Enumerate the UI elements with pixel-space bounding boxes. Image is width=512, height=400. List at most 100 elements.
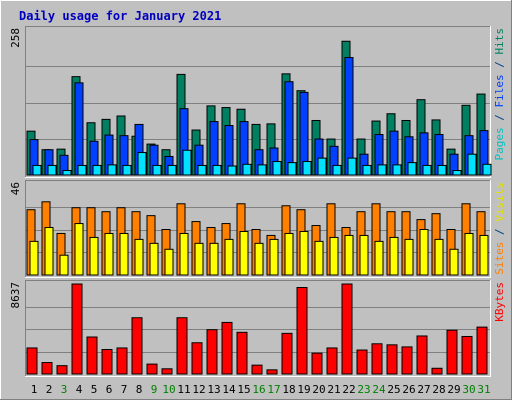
bar-kbytes-day-19	[296, 287, 308, 375]
bar-kbytes-day-5	[86, 336, 98, 375]
x-tick-label: 11	[177, 383, 190, 396]
bar-visits-day-20	[314, 240, 324, 276]
legend-entry: Files	[493, 74, 506, 107]
bar-kbytes-day-9	[146, 363, 158, 375]
bar-visits-day-5	[89, 236, 99, 276]
legend-entry: Visits	[493, 182, 506, 222]
bar-kbytes-day-15	[236, 331, 248, 375]
bar-kbytes-day-13	[206, 329, 218, 375]
x-tick-label: 29	[447, 383, 460, 396]
bar-pages-day-20	[317, 157, 327, 176]
legend: Sites / Visits	[493, 182, 506, 275]
x-tick-label: 3	[61, 383, 68, 396]
series-visits	[29, 223, 489, 276]
legend-entry: KBytes	[493, 282, 506, 322]
bar-pages-day-13	[212, 164, 222, 176]
bar-pages-day-2	[47, 164, 57, 176]
chart-panel-2: 46 Sites / Visits	[9, 180, 506, 278]
x-tick-label: 28	[432, 383, 445, 396]
bar-pages-day-18	[287, 162, 297, 176]
bar-visits-day-13	[209, 242, 219, 276]
bar-kbytes-day-27	[416, 335, 428, 375]
bar-visits-day-28	[434, 238, 444, 276]
x-tick-label: 1	[31, 383, 38, 396]
bar-kbytes-day-28	[431, 367, 443, 375]
x-tick-label: 31	[477, 383, 490, 396]
x-tick-label: 22	[342, 383, 355, 396]
bar-visits-day-21	[329, 236, 339, 276]
x-tick-label: 21	[327, 383, 340, 396]
bar-visits-day-3	[59, 254, 69, 276]
bar-kbytes-day-25	[386, 344, 398, 375]
bar-pages-day-15	[242, 163, 252, 176]
x-tick-label: 6	[106, 383, 113, 396]
bar-kbytes-day-26	[401, 346, 413, 375]
bar-kbytes-day-21	[326, 347, 338, 375]
legend-entry: /	[493, 55, 506, 75]
bar-pages-day-11	[182, 149, 192, 176]
bar-kbytes-day-18	[281, 332, 293, 375]
bar-visits-day-29	[449, 248, 459, 276]
x-tick-label: 26	[402, 383, 415, 396]
y-max-label: 46	[9, 182, 22, 195]
bar-visits-day-15	[239, 230, 249, 276]
bar-pages-day-21	[332, 164, 342, 176]
x-tick-label: 24	[372, 383, 386, 396]
bar-visits-day-25	[389, 236, 399, 276]
bar-kbytes-day-4	[71, 283, 83, 375]
x-tick-label: 23	[357, 383, 370, 396]
bar-pages-day-16	[257, 164, 267, 176]
bar-pages-day-23	[362, 164, 372, 176]
bar-kbytes-day-8	[131, 317, 143, 375]
x-tick-label: 16	[252, 383, 265, 396]
x-tick-label: 12	[192, 383, 205, 396]
bar-visits-day-14	[224, 238, 234, 276]
bar-visits-day-9	[149, 242, 159, 276]
x-tick-label: 20	[312, 383, 325, 396]
bar-kbytes-day-14	[221, 321, 233, 375]
x-tick-label: 27	[417, 383, 430, 396]
bar-kbytes-day-10	[161, 368, 173, 375]
bar-visits-day-2	[44, 227, 54, 276]
bar-kbytes-day-17	[266, 369, 278, 375]
bar-kbytes-day-1	[26, 347, 38, 375]
legend-entry: Sites	[493, 242, 506, 275]
x-tick-label: 30	[462, 383, 475, 396]
bar-visits-day-4	[74, 223, 84, 276]
bar-pages-day-9	[152, 164, 162, 176]
bar-pages-day-6	[107, 164, 117, 176]
bar-pages-day-22	[347, 157, 357, 176]
bar-pages-day-28	[437, 164, 447, 176]
bar-pages-day-25	[392, 164, 402, 176]
bar-pages-day-7	[122, 164, 132, 176]
bar-pages-day-3	[62, 170, 72, 176]
x-tick-label: 2	[46, 383, 53, 396]
bar-visits-day-16	[254, 242, 264, 276]
series-kbytes	[26, 283, 488, 375]
bar-pages-day-12	[197, 164, 207, 176]
bar-pages-day-17	[272, 161, 282, 176]
x-tick-label: 17	[267, 383, 280, 396]
bar-pages-day-8	[137, 152, 147, 176]
bar-kbytes-day-29	[446, 329, 458, 375]
x-tick-label: 25	[387, 383, 400, 396]
bar-files-day-4	[74, 82, 84, 176]
bar-visits-day-10	[164, 248, 174, 276]
bar-visits-day-11	[179, 232, 189, 276]
bar-visits-day-24	[374, 240, 384, 276]
x-tick-label: 9	[151, 383, 158, 396]
bar-kbytes-day-2	[41, 362, 53, 375]
bar-kbytes-day-20	[311, 352, 323, 375]
legend-entry: /	[493, 222, 506, 242]
x-tick-label: 8	[136, 383, 143, 396]
bar-kbytes-day-7	[116, 347, 128, 375]
bar-pages-day-30	[467, 153, 477, 176]
series-files	[29, 57, 489, 176]
legend: KBytes	[493, 282, 506, 322]
bar-visits-day-1	[29, 240, 39, 276]
chart-panel-3: 8637 KBytes	[9, 280, 506, 377]
legend-entry: /	[493, 108, 506, 128]
y-max-label: 258	[9, 28, 22, 48]
bar-kbytes-day-11	[176, 317, 188, 375]
